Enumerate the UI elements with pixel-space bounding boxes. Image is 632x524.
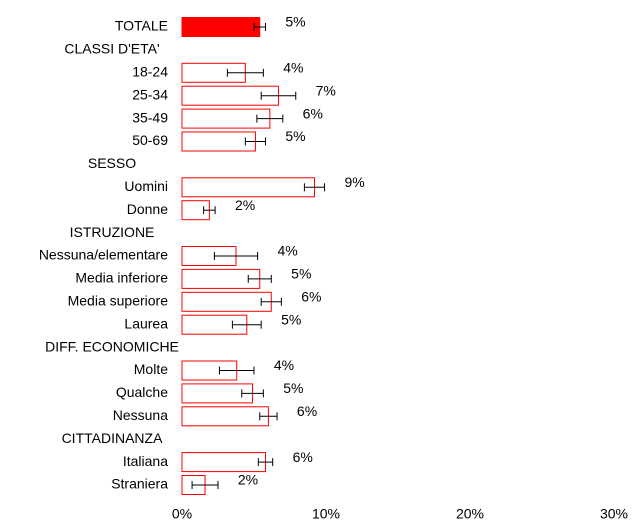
value-label: 4% (274, 357, 294, 373)
value-label: 9% (344, 174, 364, 190)
value-label: 2% (235, 197, 255, 213)
y-tick-label: 18-24 (132, 64, 168, 80)
y-tick-label: Qualche (116, 384, 168, 400)
error-bar (257, 458, 274, 467)
value-label: 5% (285, 128, 305, 144)
error-bar (191, 481, 219, 489)
bar (181, 17, 261, 37)
value-label: 2% (238, 472, 258, 488)
section-header: CITTADINANZA (62, 430, 164, 446)
error-bar (247, 274, 272, 283)
error-bar (253, 23, 267, 31)
value-label: 6% (301, 289, 321, 305)
bar (181, 177, 315, 198)
y-tick-label: 50-69 (132, 132, 168, 148)
x-tick-label: 0% (172, 506, 192, 522)
y-tick-label: Media superiore (68, 293, 169, 309)
error-bar (218, 366, 255, 375)
error-bar (241, 389, 264, 398)
error-bar (260, 91, 297, 100)
error-bar (203, 206, 216, 215)
y-tick-label: Italiana (123, 453, 168, 469)
y-tick-label: 25-34 (132, 86, 168, 102)
section-header: DIFF. ECONOMICHE (45, 338, 179, 354)
error-bar (231, 320, 262, 329)
x-tick-label: 20% (456, 506, 484, 522)
y-tick-label: 35-49 (132, 109, 168, 125)
y-tick-label: Nessuna (113, 407, 168, 423)
value-label: 5% (291, 266, 311, 282)
value-label: 7% (316, 82, 336, 98)
y-tick-label: Laurea (124, 315, 168, 331)
value-label: 4% (283, 60, 303, 76)
error-bar (256, 114, 284, 123)
x-tick-label: 10% (312, 506, 340, 522)
error-bar (259, 412, 278, 421)
value-label: 6% (303, 105, 323, 121)
value-label: 6% (293, 449, 313, 465)
section-header: ISTRUZIONE (70, 224, 155, 240)
bar (181, 452, 267, 473)
error-bar (260, 297, 282, 306)
y-tick-label: Nessuna/elementare (39, 247, 168, 263)
bar (181, 291, 272, 312)
y-tick-label: TOTALE (115, 18, 168, 34)
error-bar (244, 137, 267, 146)
value-label: 6% (297, 403, 317, 419)
value-label: 5% (283, 380, 303, 396)
value-label: 4% (277, 243, 297, 259)
error-bar (303, 183, 326, 192)
section-header: CLASSI D'ETA' (64, 41, 159, 57)
bar (181, 406, 269, 427)
error-bar (213, 252, 259, 260)
y-tick-label: Uomini (124, 178, 168, 194)
error-bar (226, 68, 264, 77)
y-tick-label: Donne (127, 201, 168, 217)
y-tick-label: Straniera (111, 476, 168, 492)
value-label: 5% (281, 311, 301, 327)
value-label: 5% (285, 14, 305, 30)
bar (181, 131, 256, 152)
section-header: SESSO (88, 155, 136, 171)
y-tick-label: Media inferiore (75, 270, 168, 286)
y-tick-label: Molte (134, 361, 168, 377)
x-tick-label: 30% (600, 506, 628, 522)
